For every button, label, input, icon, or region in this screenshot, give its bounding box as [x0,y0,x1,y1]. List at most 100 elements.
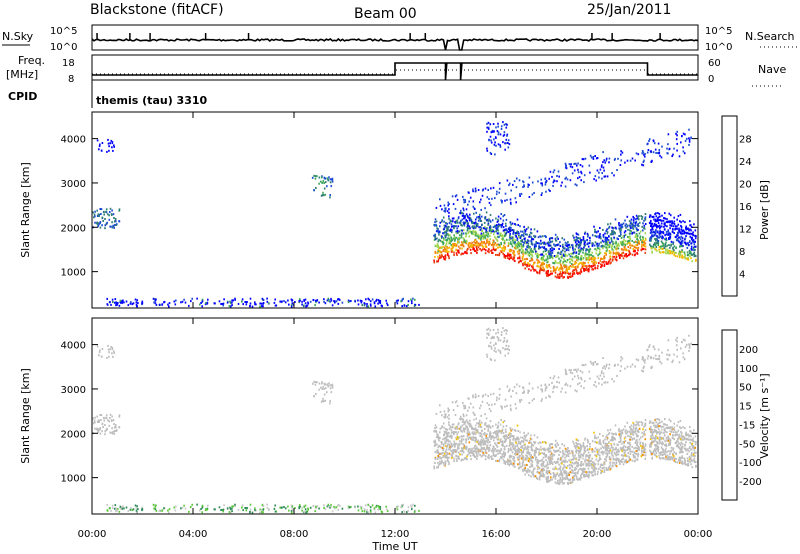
power-cell [111,226,114,229]
velocity-cell [313,395,315,398]
velocity-cell [483,432,486,434]
power-cell [654,238,656,240]
power-cell [608,259,611,262]
power-cell [503,246,505,249]
power-cell [324,302,327,305]
power-cell [450,236,452,239]
power-cell [638,221,641,224]
power-cell [499,250,502,253]
velocity-cell [558,474,560,477]
power-cell [615,245,618,248]
velocity-cell [314,383,317,386]
power-cell [591,244,594,247]
power-cell [506,230,509,233]
power-cell [175,299,177,302]
velocity-cell [321,381,323,384]
power-cell [485,231,487,234]
velocity-cell [315,507,317,510]
power-cell [414,303,417,306]
velocity-cell [665,455,667,458]
power-cell [450,223,453,226]
velocity-cell [614,424,617,427]
velocity-cell [527,468,529,471]
power-cell [567,277,569,279]
power-cell [681,250,684,253]
power-cell [519,248,521,251]
power-cell [450,220,453,223]
power-cell [489,135,492,138]
power-cell [632,221,635,224]
power-cell [472,200,475,203]
velocity-cell [446,451,448,454]
velocity-cell [680,432,683,435]
velocity-cell [259,508,261,511]
velocity-cell [500,457,503,460]
power-cell [523,184,525,187]
power-cell [566,244,568,247]
power-cell [695,235,697,238]
power-cell [546,265,549,268]
power-cell [525,228,528,231]
power-cell [606,232,609,235]
power-cell [445,239,447,242]
velocity-cell [654,436,657,438]
velocity-cell [578,447,581,450]
power-cell [291,302,294,305]
velocity-cell [508,437,510,439]
power-cell [589,154,592,157]
power-cell [577,237,580,239]
velocity-cell [213,508,216,511]
velocity-cell [526,469,528,472]
power-cell [536,256,539,259]
power-cell [666,244,669,247]
power-cell [582,257,584,260]
power-cell [604,241,607,244]
power-cell [633,241,635,244]
power-cell [454,243,457,245]
power-cell [551,240,554,243]
velocity-cell [657,428,660,431]
velocity-cell [639,442,641,445]
power-cell [315,187,317,189]
velocity-cell [609,464,612,467]
velocity-cell [105,414,108,417]
power-cell [506,198,508,201]
velocity-cell [607,452,609,455]
power-cell [674,251,676,254]
power-cell [588,253,591,256]
power-cell [553,243,555,246]
power-cell [606,175,609,178]
power-cell [533,247,536,250]
velocity-cell [668,418,671,421]
velocity-cell [631,445,633,448]
power-cell [559,263,562,266]
power-cell [468,246,470,249]
velocity-cell [666,454,669,457]
power-cell [561,275,563,278]
power-cell [491,219,494,222]
power-cell [607,261,610,263]
power-cell [378,301,381,304]
power-cell [544,250,547,252]
power-cell [682,220,684,223]
power-cell [338,298,340,301]
power-cell [552,181,555,184]
power-cell [501,249,504,252]
power-cell [583,246,585,249]
power-cell [556,180,558,183]
power-cell [542,235,544,238]
power-cell [492,239,495,242]
power-cell [622,257,625,260]
velocity-cell [474,437,477,440]
velocity-cell [435,426,438,429]
power-cell [206,302,209,305]
velocity-cell [553,473,555,476]
power-cell [574,260,577,263]
power-cell [636,236,639,238]
velocity-cell [588,464,591,467]
power-cell [585,267,588,270]
power-cell [515,201,517,204]
power-cell [679,241,681,244]
